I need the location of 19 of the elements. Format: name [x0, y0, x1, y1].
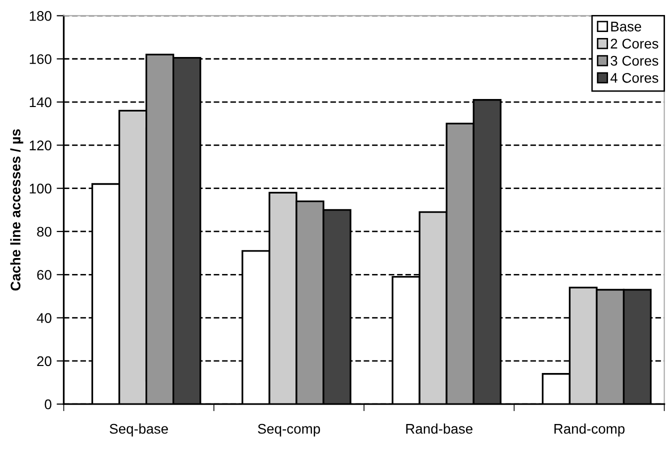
- y-axis-title: Cache line accesses / µs: [10, 129, 24, 291]
- legend-label: 2 Cores: [610, 38, 658, 49]
- y-tick-label: 0: [44, 399, 52, 410]
- y-tick-label: 180: [30, 11, 52, 21]
- y-tick-label: 120: [30, 140, 52, 150]
- y-tick-label: 40: [36, 313, 52, 323]
- y-tick-label: 100: [30, 184, 52, 194]
- y-tick-label: 60: [37, 270, 52, 280]
- legend-label: 4 Cores: [610, 72, 658, 83]
- y-tick-label: 160: [30, 54, 52, 64]
- y-tick-label: 20: [37, 356, 52, 366]
- y-tick-label: 80: [37, 226, 52, 237]
- legend-label: 3 Cores: [610, 56, 658, 66]
- x-tick-label: Rand-comp: [554, 424, 625, 436]
- y-tick-label: 140: [30, 97, 52, 108]
- x-tick-label: Seq-base: [110, 424, 168, 436]
- x-tick-label: Seq-comp: [258, 424, 320, 436]
- x-tick-label: Rand-base: [406, 424, 472, 434]
- legend-label: Base: [611, 22, 642, 32]
